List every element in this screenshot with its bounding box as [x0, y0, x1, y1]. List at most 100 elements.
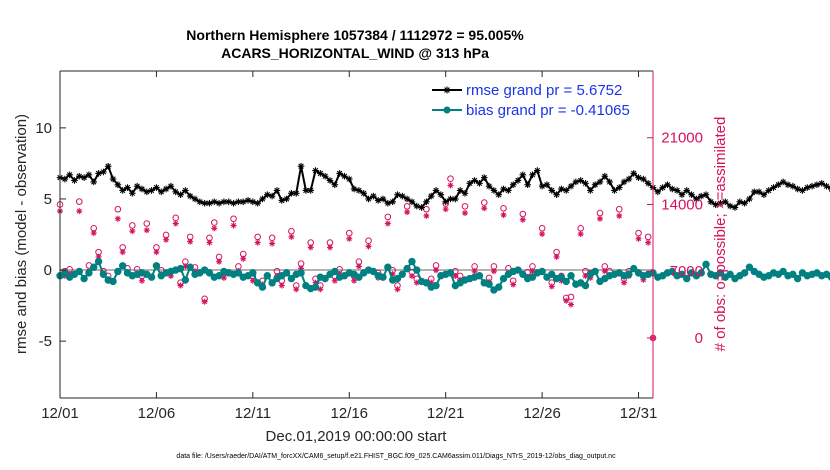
- bias-point: [369, 267, 378, 276]
- obs-possible-point: [447, 175, 454, 183]
- rmse-point: [336, 170, 343, 177]
- rmse-point: [408, 198, 416, 206]
- rmse-point: [331, 181, 339, 189]
- bias-point: [528, 273, 537, 281]
- rmse-point: [317, 170, 324, 177]
- obs-assimilated-point: [519, 216, 526, 223]
- rmse-point: [172, 188, 180, 196]
- obs-assimilated-point: [177, 282, 184, 289]
- rmse-point: [114, 181, 122, 189]
- rmse-point: [558, 185, 565, 193]
- obs-assimilated-point: [211, 225, 218, 232]
- legend-rmse-star: [443, 86, 451, 94]
- obs-assimilated-point: [408, 272, 415, 279]
- obs-possible-point: [461, 203, 469, 210]
- rmse-point: [230, 199, 237, 207]
- bias-point: [114, 267, 122, 276]
- obs-possible-point: [75, 198, 83, 205]
- rmse-point: [143, 188, 151, 196]
- y-left-tick-label: 10: [35, 120, 52, 137]
- rmse-point: [644, 180, 652, 187]
- rmse-point: [789, 182, 797, 190]
- rmse-point: [418, 204, 425, 211]
- rmse-point: [360, 189, 368, 197]
- rmse-point: [133, 182, 141, 190]
- rmse-point: [755, 188, 763, 196]
- rmse-point: [129, 189, 136, 197]
- rmse-point: [225, 198, 233, 206]
- obs-assimilated-point: [240, 255, 247, 262]
- bias-point: [548, 270, 556, 279]
- obs-assimilated-point: [447, 182, 454, 189]
- y-left-tick-label: -5: [39, 333, 52, 350]
- rmse-point: [726, 202, 734, 210]
- obs-assimilated-point: [90, 230, 97, 237]
- rmse-point: [702, 191, 710, 198]
- bias-point: [152, 262, 161, 270]
- rmse-point: [292, 189, 300, 197]
- rmse-point: [813, 181, 821, 189]
- rmse-point: [423, 198, 430, 206]
- obs-assimilated-point: [216, 258, 223, 265]
- chart-title-line1: Northern Hemisphere 1057384 / 1112972 = …: [186, 27, 524, 43]
- rmse-point: [379, 195, 387, 203]
- bias-point: [176, 264, 185, 273]
- obs-assimilated-point: [230, 222, 237, 229]
- bias-point: [99, 270, 108, 279]
- rmse-point: [283, 195, 290, 203]
- rmse-point: [548, 187, 556, 194]
- bias-point: [495, 283, 503, 291]
- bias-point: [75, 267, 83, 276]
- obs-assimilated-point: [326, 244, 333, 251]
- rmse-point: [109, 175, 117, 183]
- bias-point: [562, 277, 570, 286]
- bias-point: [398, 270, 407, 279]
- x-tick-label: 12/16: [330, 405, 368, 422]
- rmse-point: [80, 174, 88, 181]
- rmse-point: [196, 198, 204, 206]
- bias-point: [147, 273, 156, 281]
- bias-point: [630, 264, 638, 273]
- rmse-point: [100, 168, 107, 176]
- bias-point: [557, 273, 566, 281]
- obs-possible-point: [230, 215, 237, 223]
- rmse-point: [582, 180, 589, 187]
- rmse-point: [476, 180, 483, 187]
- rmse-point: [519, 171, 527, 179]
- rmse-point: [138, 185, 146, 193]
- rmse-point: [615, 184, 623, 191]
- rmse-point: [167, 182, 175, 190]
- rmse-point: [779, 178, 787, 186]
- bias-point: [215, 272, 223, 280]
- rmse-point: [66, 171, 73, 179]
- bias-point: [311, 283, 320, 291]
- rmse-point: [722, 198, 729, 206]
- rmse-point: [350, 185, 358, 193]
- legend-box: [427, 77, 649, 125]
- rmse-point: [490, 187, 498, 194]
- rmse-point: [254, 199, 261, 207]
- obs-assimilated-point: [351, 277, 358, 284]
- x-tick-label: 12/06: [138, 405, 176, 422]
- obs-assimilated-point: [510, 281, 517, 288]
- rmse-point: [538, 182, 546, 190]
- obs-assimilated-point: [645, 239, 652, 246]
- obs-assimilated-point: [461, 210, 468, 217]
- bias-point: [249, 269, 257, 277]
- bias-point: [683, 274, 691, 283]
- rmse-point: [688, 191, 695, 198]
- plot-area: [56, 71, 830, 398]
- bias-point: [118, 262, 127, 270]
- bias-point: [581, 281, 590, 290]
- x-tick-label: 12/31: [620, 405, 658, 422]
- rmse-point: [206, 199, 213, 207]
- obs-assimilated-point: [119, 249, 126, 256]
- rmse-point: [466, 180, 474, 187]
- rmse-point: [596, 178, 604, 186]
- y-right-tick-label: 14000: [661, 196, 703, 213]
- obs-assimilated-point: [568, 301, 575, 308]
- rmse-point: [355, 187, 363, 194]
- rmse-point: [104, 162, 112, 170]
- x-tick-label: 12/26: [523, 405, 561, 422]
